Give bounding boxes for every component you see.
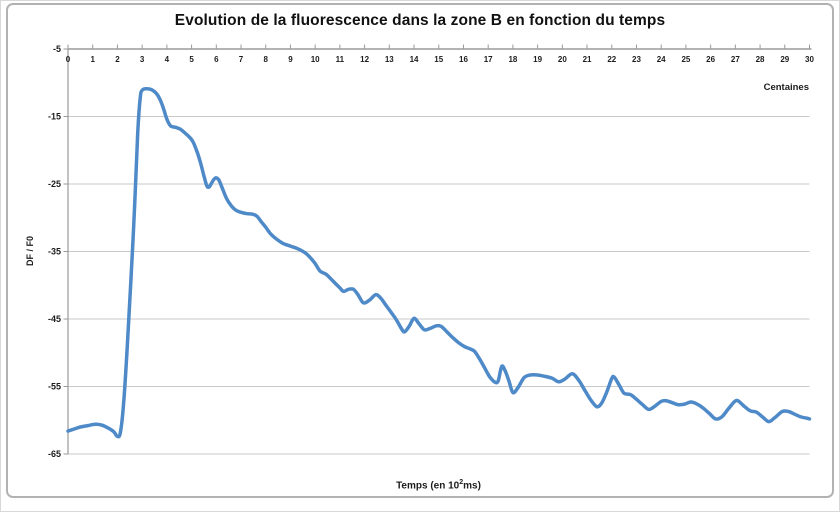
- x-tick-label: 28: [756, 55, 765, 64]
- x-tick-label: 24: [657, 55, 666, 64]
- x-tick-label: 4: [165, 55, 170, 64]
- x-tick-label: 17: [484, 55, 493, 64]
- x-tick-label: 20: [558, 55, 567, 64]
- x-tick-label: 12: [360, 55, 369, 64]
- x-tick-label: 1: [90, 55, 95, 64]
- x-tick-label: 30: [805, 55, 814, 64]
- chart-frame: [6, 3, 834, 498]
- x-tick-label: 5: [189, 55, 194, 64]
- x-tick-label: 8: [264, 55, 269, 64]
- y-axis-title: DF / F0: [25, 235, 35, 267]
- x-tick-label: 18: [508, 55, 517, 64]
- y-tick-label: -45: [48, 314, 61, 324]
- x-unit-note: Centaines: [763, 82, 809, 93]
- x-tick-label: 23: [632, 55, 641, 64]
- x-tick-label: 14: [410, 55, 419, 64]
- x-tick-label: 6: [214, 55, 219, 64]
- x-tick-label: 13: [385, 55, 394, 64]
- x-tick-label: 22: [607, 55, 616, 64]
- x-tick-label: 16: [459, 55, 468, 64]
- chart-title: Evolution de la fluorescence dans la zon…: [174, 12, 666, 29]
- x-tick-label: 0: [66, 55, 71, 64]
- x-tick-label: 27: [731, 55, 740, 64]
- x-tick-label: 7: [239, 55, 244, 64]
- y-tick-label: -35: [48, 247, 61, 257]
- x-tick-label: 2: [115, 55, 120, 64]
- y-tick-label: -25: [48, 179, 61, 189]
- x-tick-label: 21: [583, 55, 592, 64]
- x-tick-label: 10: [311, 55, 320, 64]
- x-axis-title: Temps (en 102ms): [396, 479, 481, 492]
- x-tick-label: 11: [336, 55, 345, 64]
- x-tick-label: 3: [140, 55, 145, 64]
- x-tick-label: 26: [706, 55, 715, 64]
- x-tick-label: 25: [681, 55, 690, 64]
- fluorescence-line: [66, 87, 812, 439]
- x-tick-label: 29: [780, 55, 789, 64]
- x-tick-label: 19: [533, 55, 542, 64]
- y-tick-label: -55: [48, 382, 61, 392]
- x-tick-label: 15: [434, 55, 443, 64]
- x-tick-label: 9: [288, 55, 293, 64]
- y-tick-label: -65: [48, 449, 61, 459]
- y-tick-label: -15: [48, 112, 61, 122]
- y-tick-label: -5: [53, 44, 61, 54]
